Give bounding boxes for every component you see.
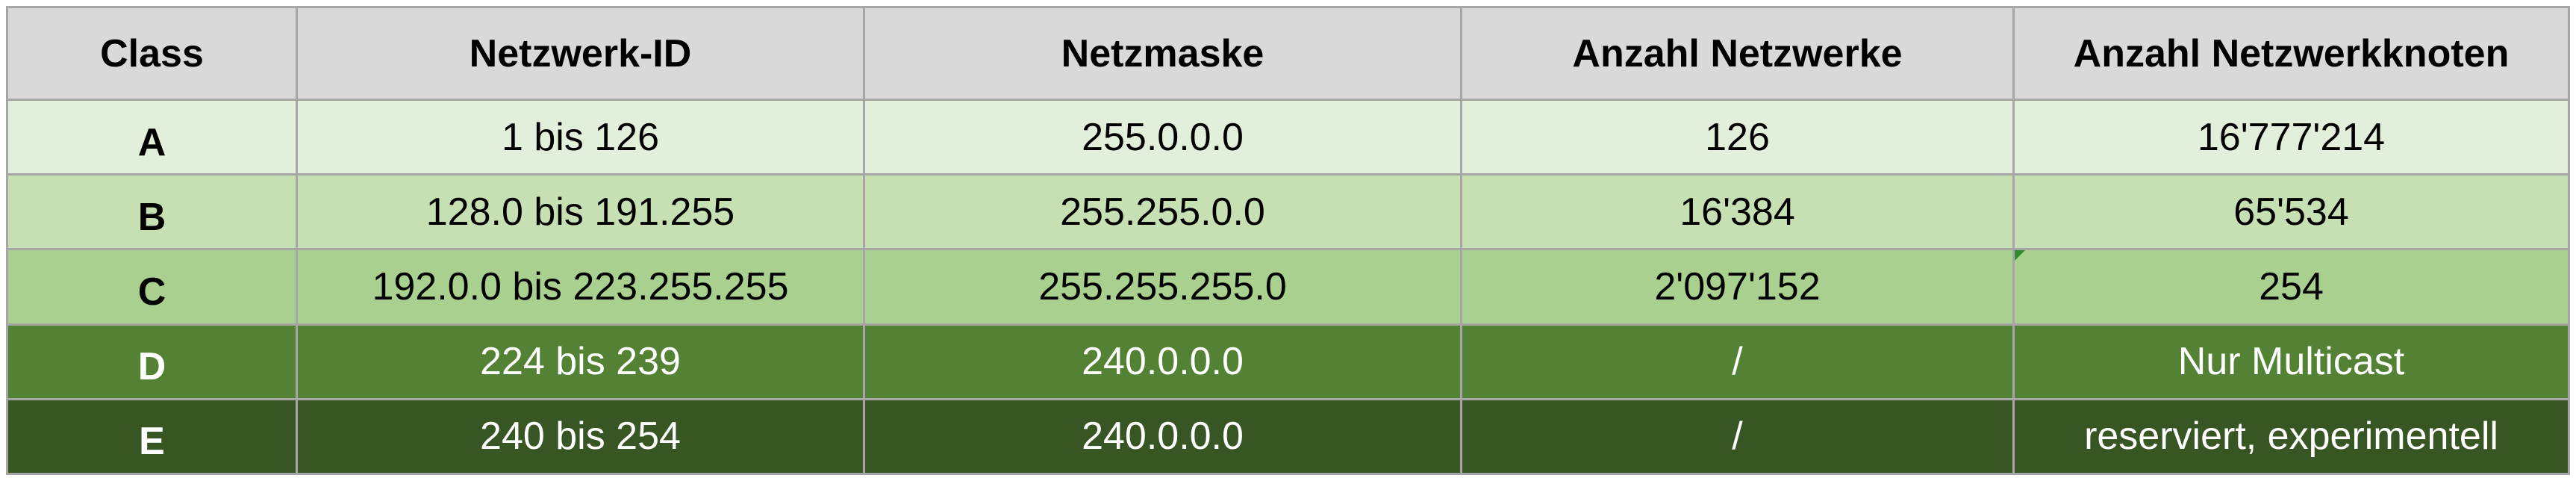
table-row: D 224 bis 239 240.0.0.0 / Nur Multicast <box>6 323 2570 400</box>
table-row: B 128.0 bis 191.255 255.255.0.0 16'384 6… <box>6 173 2570 251</box>
table-container: Class Netzwerk-ID Netzmaske Anzahl Netzw… <box>6 6 2570 476</box>
header-netmask: Netzmaske <box>863 6 1462 101</box>
class-cell: D <box>6 323 298 400</box>
network-id-cell: 224 bis 239 <box>296 323 865 400</box>
cell-comment-marker <box>2015 251 2025 261</box>
class-cell: C <box>6 248 298 326</box>
netmask-cell: 240.0.0.0 <box>863 323 1462 400</box>
table-row: C 192.0.0 bis 223.255.255 255.255.255.0 … <box>6 248 2570 326</box>
network-id-cell: 192.0.0 bis 223.255.255 <box>296 248 865 326</box>
host-count-text: 254 <box>2259 264 2324 308</box>
class-cell: A <box>6 98 298 176</box>
network-count-cell: / <box>1460 323 2015 400</box>
header-network-count: Anzahl Netzwerke <box>1460 6 2015 101</box>
host-count-cell: Nur Multicast <box>2012 323 2570 400</box>
netmask-cell: 255.0.0.0 <box>863 98 1462 176</box>
network-id-cell: 128.0 bis 191.255 <box>296 173 865 251</box>
header-row: Class Netzwerk-ID Netzmaske Anzahl Netzw… <box>6 6 2570 101</box>
network-count-cell: 16'384 <box>1460 173 2015 251</box>
netmask-cell: 240.0.0.0 <box>863 397 1462 476</box>
network-count-cell: 2'097'152 <box>1460 248 2015 326</box>
class-cell: E <box>6 397 298 476</box>
table-row: E 240 bis 254 240.0.0.0 / reserviert, ex… <box>6 397 2570 476</box>
netmask-cell: 255.255.0.0 <box>863 173 1462 251</box>
network-id-cell: 240 bis 254 <box>296 397 865 476</box>
class-cell: B <box>6 173 298 251</box>
host-count-cell: reserviert, experimentell <box>2012 397 2570 476</box>
network-count-cell: 126 <box>1460 98 2015 176</box>
header-class: Class <box>6 6 298 101</box>
host-count-cell: 16'777'214 <box>2012 98 2570 176</box>
netmask-cell: 255.255.255.0 <box>863 248 1462 326</box>
host-count-cell: 254 <box>2012 248 2570 326</box>
table-row: A 1 bis 126 255.0.0.0 126 16'777'214 <box>6 98 2570 176</box>
network-id-cell: 1 bis 126 <box>296 98 865 176</box>
header-host-count: Anzahl Netzwerkknoten <box>2012 6 2570 101</box>
network-count-cell: / <box>1460 397 2015 476</box>
header-network-id: Netzwerk-ID <box>296 6 865 101</box>
host-count-cell: 65'534 <box>2012 173 2570 251</box>
ip-address-classes-table: Class Netzwerk-ID Netzmaske Anzahl Netzw… <box>6 6 2570 476</box>
